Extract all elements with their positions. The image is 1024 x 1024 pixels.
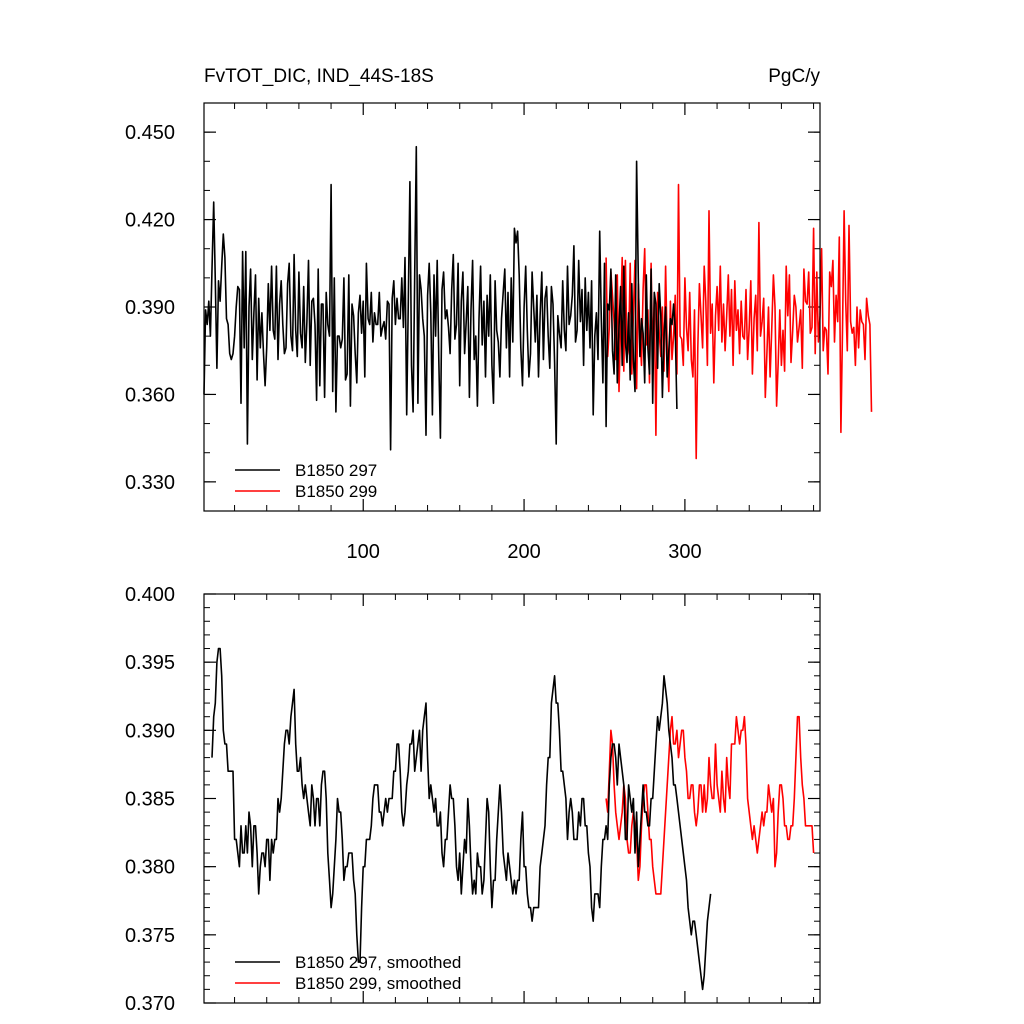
- series-line: [203, 145, 678, 451]
- y-tick-label: 0.330: [125, 472, 175, 494]
- legend: B1850 297 B1850 299: [235, 461, 377, 501]
- legend-label: B1850 299: [295, 482, 377, 501]
- panel-top: FvTOT_DIC, IND_44S-18S PgC/y 0.3300.3600…: [125, 66, 873, 563]
- legend-label: B1850 297: [295, 461, 377, 480]
- y-tick-label: 0.380: [125, 857, 175, 879]
- legend: B1850 297, smoothed B1850 299, smoothed: [235, 953, 461, 993]
- series-red-smoothed: [605, 715, 815, 895]
- bottom-axes: 0.370 0.375 0.380 0.385 0.390 0.395 0.400: [125, 584, 820, 1015]
- y-tick-label: 0.400: [125, 584, 175, 606]
- legend-label: B1850 297, smoothed: [295, 953, 461, 972]
- y-tick-label: 0.360: [125, 384, 175, 406]
- x-tick-label: 300: [668, 541, 701, 563]
- units-label: PgC/y: [768, 66, 820, 87]
- plot-border: [203, 102, 821, 512]
- x-tick-label: 100: [347, 541, 380, 563]
- series-line: [211, 647, 712, 991]
- series-line: [605, 715, 815, 895]
- series-black-raw: [203, 145, 678, 451]
- series-black-smoothed: [211, 647, 712, 991]
- y-tick-label: 0.385: [125, 789, 175, 811]
- legend-label: B1850 299, smoothed: [295, 974, 461, 993]
- panel-bottom: 0.370 0.375 0.380 0.385 0.390 0.395 0.400 B185…: [125, 584, 821, 1015]
- y-tick-label: 0.420: [125, 210, 175, 232]
- y-tick-label: 0.390: [125, 297, 175, 319]
- plot-border: [203, 593, 821, 1004]
- y-tick-label: 0.450: [125, 122, 175, 144]
- y-tick-label: 0.390: [125, 720, 175, 742]
- y-tick-label: 0.370: [125, 993, 175, 1015]
- x-tick-label: 200: [507, 541, 540, 563]
- y-tick-label: 0.375: [125, 925, 175, 947]
- y-tick-label: 0.395: [125, 652, 175, 674]
- top-axes: 0.330 0.360 0.390 0.420 0.450 100 200 300: [125, 102, 820, 563]
- chart-title: FvTOT_DIC, IND_44S-18S: [204, 66, 434, 87]
